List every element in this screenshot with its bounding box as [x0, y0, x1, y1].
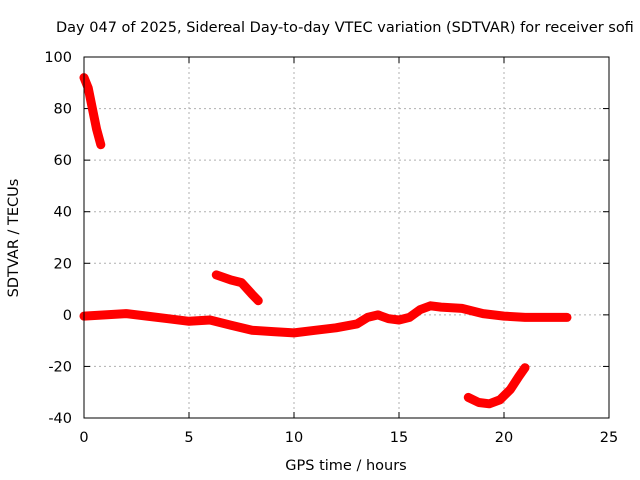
x-tick-label: 25: [600, 430, 618, 446]
x-axis-label: GPS time / hours: [285, 458, 406, 474]
grid: [84, 57, 609, 418]
end-point-marker: [563, 313, 571, 322]
x-tick-label: 5: [184, 430, 193, 446]
start-point-marker: [212, 270, 221, 279]
end-point-marker: [254, 296, 263, 305]
data-series: [79, 73, 572, 409]
series-arc-late: [463, 363, 530, 409]
y-axis-label: SDTVAR / TECUs: [6, 179, 22, 298]
x-tick-label: 0: [79, 430, 88, 446]
series-band: [79, 73, 106, 150]
y-tick-label: -20: [48, 359, 72, 375]
y-tick-label: 100: [44, 50, 72, 66]
end-point-marker: [521, 363, 529, 372]
end-point-marker: [96, 140, 105, 149]
y-tick-label: 20: [54, 256, 72, 272]
y-tick-label: 40: [54, 205, 72, 221]
x-tick-labels: 0 5 10 15 20 25: [79, 430, 618, 446]
axis-ticks: [83, 56, 610, 419]
series-band: [79, 301, 572, 338]
x-tick-label: 15: [390, 430, 408, 446]
y-tick-label: -40: [48, 411, 72, 427]
y-tick-labels: -40 -20 0 20 40 60 80 100: [44, 50, 72, 427]
x-tick-label: 20: [495, 430, 513, 446]
series-band: [463, 363, 530, 409]
series-main-arc: [79, 301, 572, 338]
start-point-marker: [464, 393, 473, 402]
series-arc-mid: [211, 270, 263, 306]
y-tick-label: 0: [63, 308, 72, 324]
y-tick-label: 80: [54, 102, 72, 118]
chart-title: Day 047 of 2025, Sidereal Day-to-day VTE…: [56, 20, 634, 36]
x-tick-label: 10: [285, 430, 303, 446]
series-band: [211, 270, 263, 306]
plot-frame: [83, 56, 610, 419]
y-tick-label: 60: [54, 153, 72, 169]
